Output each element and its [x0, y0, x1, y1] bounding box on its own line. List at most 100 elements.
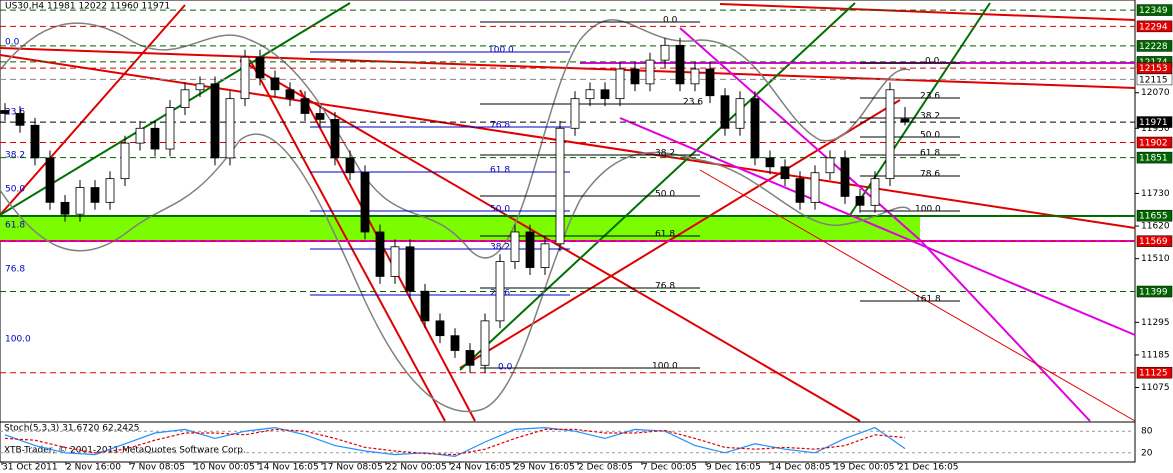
candle-body	[435, 320, 445, 337]
trendline	[719, 3, 1136, 21]
candle-body	[30, 124, 40, 159]
candle-body	[90, 187, 100, 203]
level-box	[1136, 285, 1173, 298]
candle-body	[255, 56, 265, 79]
fib-label: 76.8	[655, 282, 675, 292]
level-box	[1136, 235, 1173, 247]
candle-body	[75, 187, 85, 215]
fib-label: 38.2	[5, 151, 25, 161]
fib-label: 78.6	[920, 170, 940, 180]
candle-body	[60, 201, 70, 215]
candle-body	[135, 127, 145, 144]
level-label: 11902	[1139, 139, 1168, 149]
x-tick-label: 9 Dec 16:05	[706, 463, 761, 473]
chart-title: US30,H4 11981 12022 11960 11971	[5, 2, 170, 12]
candle-body	[465, 350, 475, 366]
y-tick-label: 12070	[1141, 88, 1170, 98]
fib-label: 76.8	[490, 121, 510, 131]
fib-label: 100.0	[915, 205, 941, 215]
candle-body	[750, 98, 760, 159]
candle-body	[720, 95, 730, 129]
x-tick-label: 19 Dec 00:05	[834, 463, 895, 473]
candle-body	[420, 290, 430, 322]
level-box	[1136, 20, 1173, 33]
fib-label: 61.8	[655, 230, 675, 240]
level-box	[1136, 116, 1173, 128]
x-tick-label: 7 Nov 08:05	[130, 463, 185, 473]
level-label: 11655	[1139, 212, 1168, 222]
fib-label: 38.2	[490, 243, 510, 253]
y-tick-label: 11730	[1141, 189, 1170, 199]
candle-body	[900, 118, 910, 123]
candle-body	[510, 231, 520, 263]
candle-body	[180, 89, 190, 108]
candle-body	[780, 166, 790, 180]
candle-body	[360, 172, 370, 233]
candle-body	[855, 196, 865, 206]
candle-body	[480, 320, 490, 366]
candle-body	[330, 118, 340, 159]
trendlines	[0, 2, 1136, 422]
level-label: 12153	[1139, 64, 1168, 74]
candle-body	[0, 110, 10, 114]
level-label: 11569	[1139, 237, 1168, 247]
candle-body	[450, 335, 460, 351]
bollinger-bands	[0, 19, 911, 413]
candle-body	[735, 98, 745, 129]
level-label: 11125	[1139, 369, 1168, 379]
y-tick-label: 11295	[1141, 318, 1170, 328]
candle-body	[540, 243, 550, 268]
trendline	[0, 4, 186, 216]
candle-body	[570, 98, 580, 129]
y-tick-label: 11075	[1141, 383, 1170, 393]
fib-label: 50.0	[655, 190, 675, 200]
candle-body	[885, 89, 895, 180]
candle-body	[810, 172, 820, 203]
candle-body	[705, 68, 715, 97]
x-tick-label: 24 Nov 16:05	[450, 463, 511, 473]
trendline	[299, 89, 476, 422]
y-tick-label: 80	[1141, 427, 1153, 437]
candle-body	[165, 107, 175, 150]
level-label: 12115	[1139, 75, 1168, 85]
candle-body	[660, 44, 670, 61]
trendline	[0, 54, 1136, 229]
level-label: 12228	[1139, 42, 1168, 52]
trendline	[0, 47, 1136, 89]
level-box	[1136, 62, 1173, 74]
candle-body	[45, 157, 55, 203]
fib-label: 76.8	[5, 265, 25, 275]
candle-body	[300, 98, 310, 114]
fib-label: 161.8	[915, 295, 941, 305]
candle-body	[840, 157, 850, 197]
trendline	[919, 239, 1091, 422]
candle-body	[615, 68, 625, 100]
candle-body	[210, 83, 220, 159]
x-tick-label: 14 Dec 08:05	[770, 463, 831, 473]
fib-label: 100.0	[652, 362, 678, 372]
y-tick-label: 20	[1141, 448, 1153, 458]
candle-body	[555, 127, 565, 245]
level-label: 11399	[1139, 288, 1168, 298]
candle-body	[15, 113, 25, 126]
candle-body	[630, 68, 640, 85]
footnote: XTB-Trader, © 2001-2011 MetaQuotes Softw…	[4, 446, 246, 456]
candle-body	[405, 246, 415, 292]
fib-label: 23.6	[920, 92, 940, 102]
candle-body	[375, 231, 385, 277]
fib-label: 38.2	[920, 112, 940, 122]
fib-label: 0.0	[498, 363, 513, 373]
upper-band	[0, 19, 911, 259]
level-box	[1136, 40, 1173, 52]
candle-body	[765, 157, 775, 168]
fib-label: 50.0	[490, 205, 510, 215]
level-label: 11971	[1139, 118, 1168, 128]
trendline	[619, 117, 1136, 336]
candle-body	[315, 113, 325, 120]
stoch-line	[4, 428, 906, 456]
candle-body	[675, 44, 685, 85]
level-box	[1136, 136, 1173, 149]
level-label: 12294	[1139, 22, 1168, 32]
fib-line	[860, 62, 960, 302]
